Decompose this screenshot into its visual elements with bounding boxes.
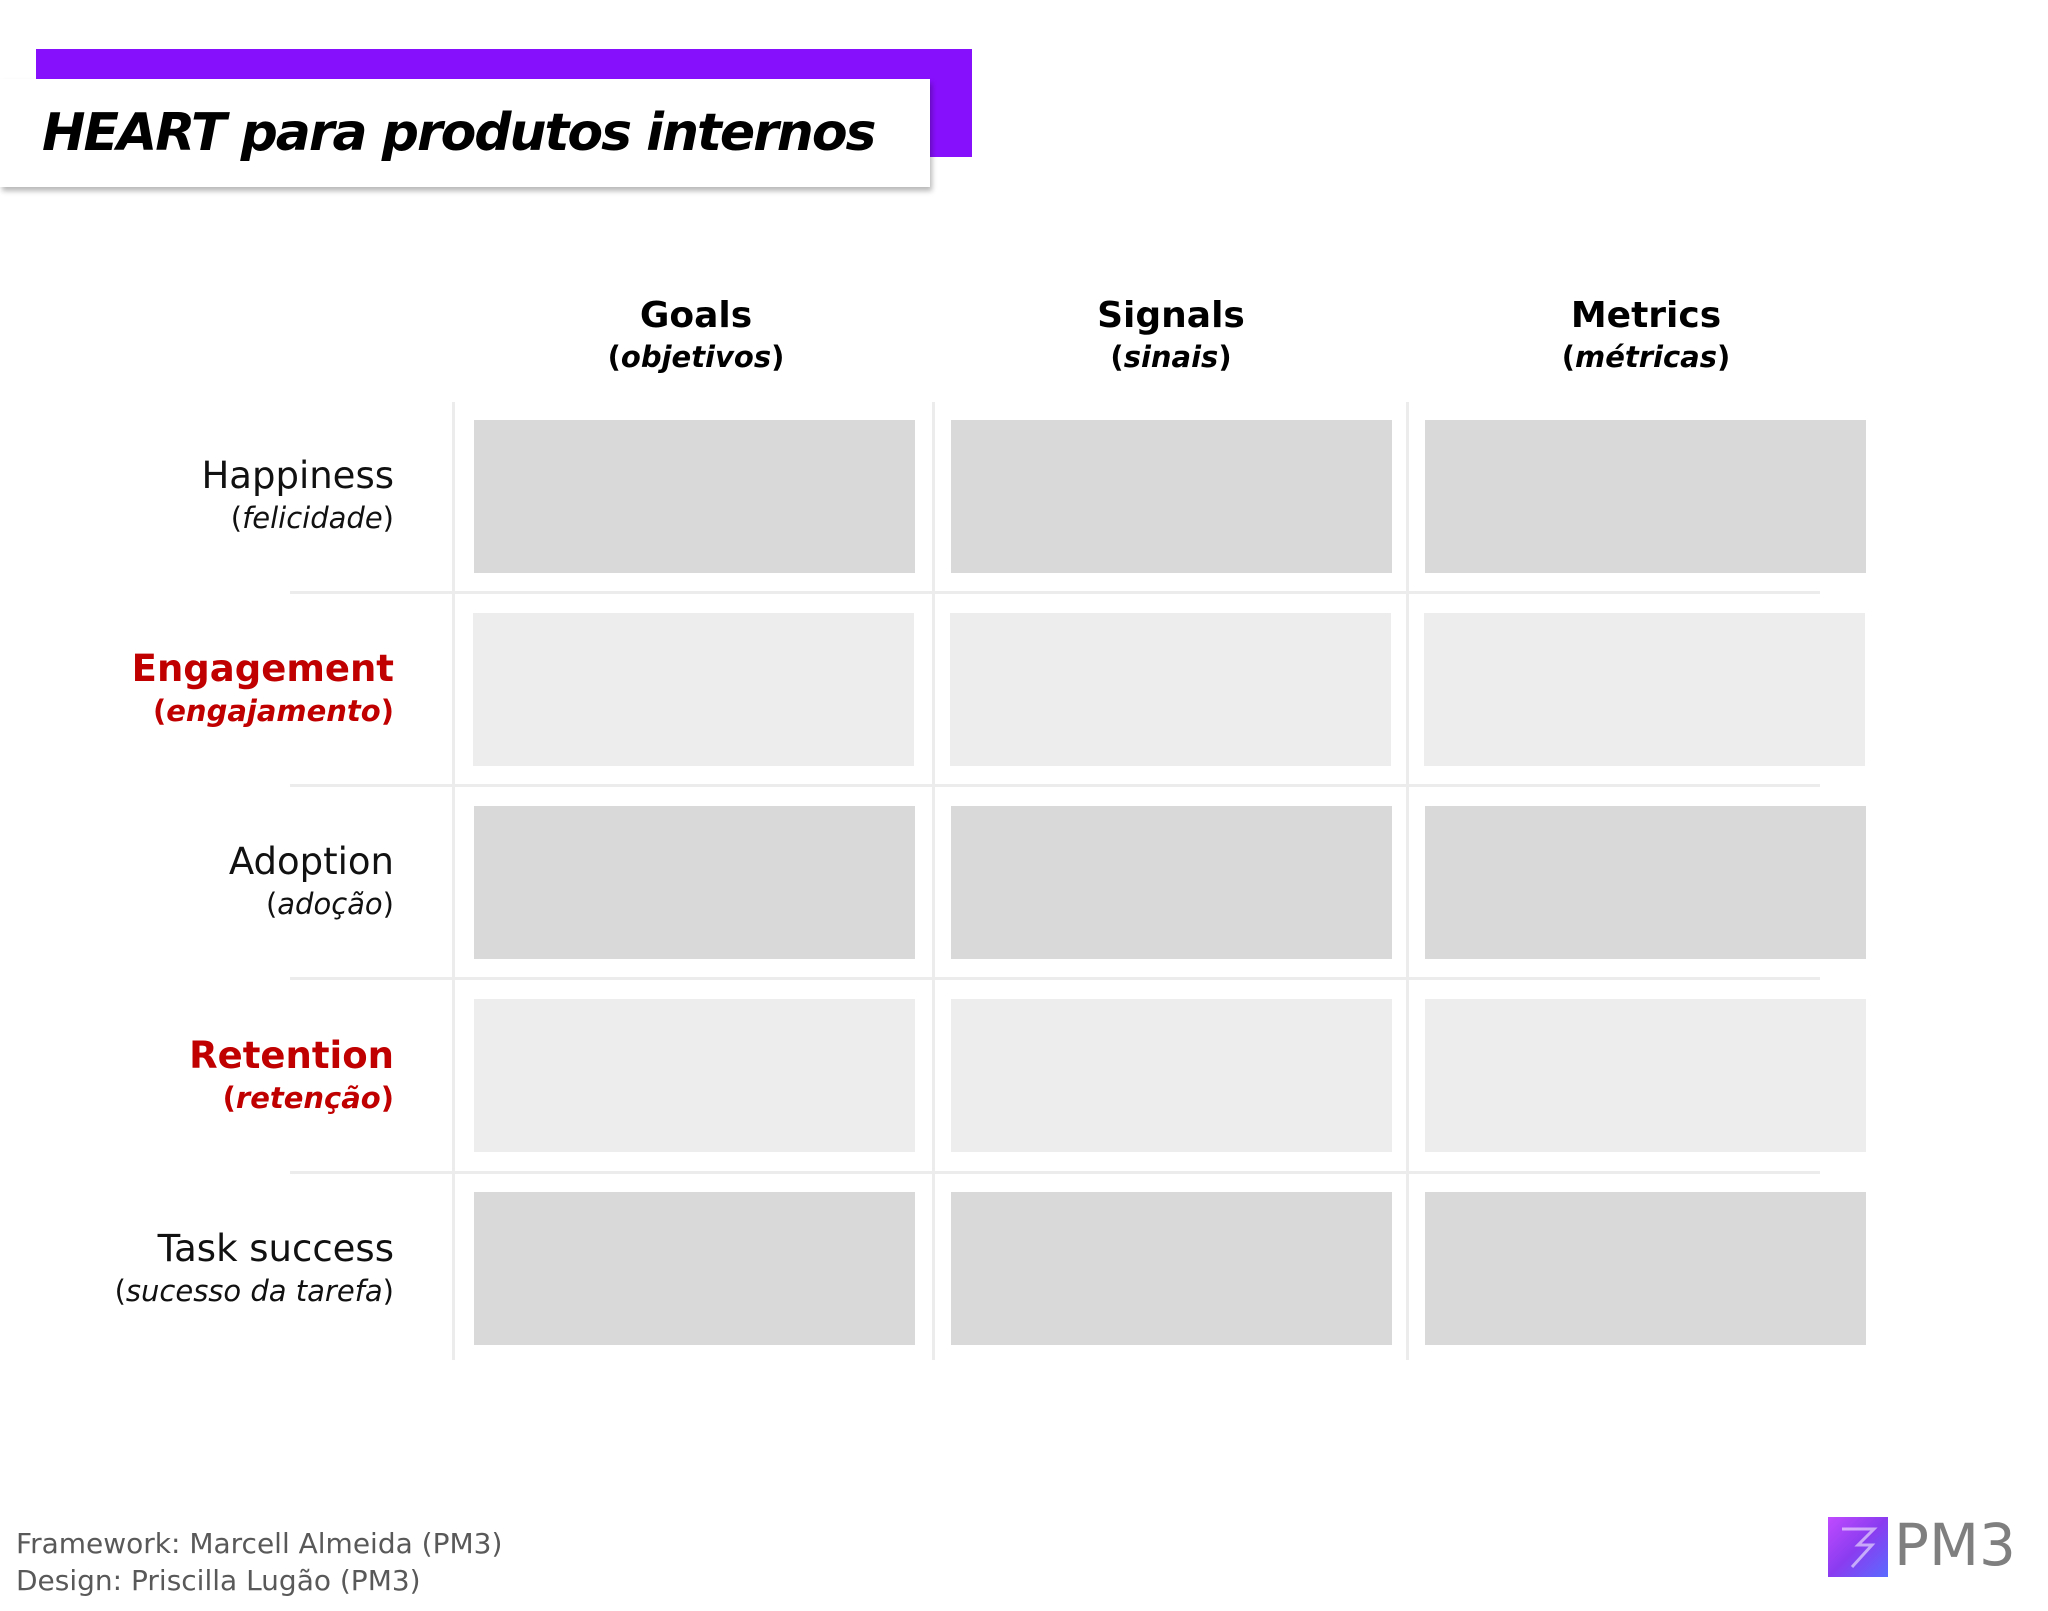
title-card: HEART para produtos internos	[0, 79, 930, 187]
row-label-text: Engagement	[131, 647, 394, 690]
page-title: HEART para produtos internos	[42, 103, 876, 163]
row-label-text: Happiness	[201, 454, 394, 497]
grid-divider-vertical	[452, 402, 455, 1360]
column-header-label: Goals	[639, 295, 753, 336]
cell-task-success-goals[interactable]	[474, 1192, 915, 1345]
cell-retention-goals[interactable]	[474, 999, 915, 1152]
row-label-happiness: Happiness (felicidade)	[94, 454, 394, 538]
column-header-metrics: Metrics (métricas)	[1426, 295, 1866, 377]
pm3-logo-mark-icon	[1828, 1517, 1888, 1577]
row-label-translation: (retenção)	[222, 1081, 394, 1115]
grid-divider-horizontal	[290, 784, 1820, 787]
row-label-text: Retention	[189, 1034, 394, 1077]
row-label-adoption: Adoption (adoção)	[94, 840, 394, 924]
cell-happiness-metrics[interactable]	[1425, 420, 1866, 573]
cell-engagement-signals[interactable]	[950, 613, 1391, 766]
grid-divider-horizontal	[290, 1171, 1820, 1174]
column-header-signals: Signals (sinais)	[951, 295, 1391, 377]
column-header-translation: (métricas)	[1561, 340, 1731, 374]
row-label-text: Adoption	[228, 840, 394, 883]
cell-retention-signals[interactable]	[951, 999, 1392, 1152]
cell-happiness-signals[interactable]	[951, 420, 1392, 573]
row-label-engagement: Engagement (engajamento)	[94, 647, 394, 731]
cell-task-success-signals[interactable]	[951, 1192, 1392, 1345]
row-label-retention: Retention (retenção)	[94, 1034, 394, 1118]
cell-adoption-goals[interactable]	[474, 806, 915, 959]
cell-adoption-metrics[interactable]	[1425, 806, 1866, 959]
credit-framework: Framework: Marcell Almeida (PM3)	[16, 1527, 503, 1560]
column-header-translation: (objetivos)	[607, 340, 785, 374]
column-header-goals: Goals (objetivos)	[476, 295, 916, 377]
row-label-translation: (adoção)	[265, 887, 394, 921]
cell-adoption-signals[interactable]	[951, 806, 1392, 959]
row-label-task-success: Task success (sucesso da tarefa)	[94, 1227, 394, 1311]
row-label-translation: (sucesso da tarefa)	[114, 1274, 394, 1308]
credits: Framework: Marcell Almeida (PM3) Design:…	[16, 1525, 502, 1599]
grid-divider-vertical	[932, 402, 935, 1360]
credit-design: Design: Priscilla Lugão (PM3)	[16, 1564, 421, 1597]
row-label-translation: (engajamento)	[152, 694, 394, 728]
grid-divider-horizontal	[290, 977, 1820, 980]
row-label-translation: (felicidade)	[230, 501, 394, 535]
row-label-text: Task success	[157, 1227, 394, 1270]
cell-task-success-metrics[interactable]	[1425, 1192, 1866, 1345]
cell-engagement-goals[interactable]	[473, 613, 914, 766]
column-header-label: Signals	[1097, 295, 1245, 336]
pm3-logo: PM3	[1828, 1511, 2028, 1579]
logo-text: PM3	[1894, 1511, 2016, 1579]
column-header-translation: (sinais)	[1110, 340, 1232, 374]
cell-engagement-metrics[interactable]	[1424, 613, 1865, 766]
cell-retention-metrics[interactable]	[1425, 999, 1866, 1152]
cell-happiness-goals[interactable]	[474, 420, 915, 573]
column-header-label: Metrics	[1570, 295, 1722, 336]
grid-divider-horizontal	[290, 591, 1820, 594]
grid-divider-vertical	[1406, 402, 1409, 1360]
